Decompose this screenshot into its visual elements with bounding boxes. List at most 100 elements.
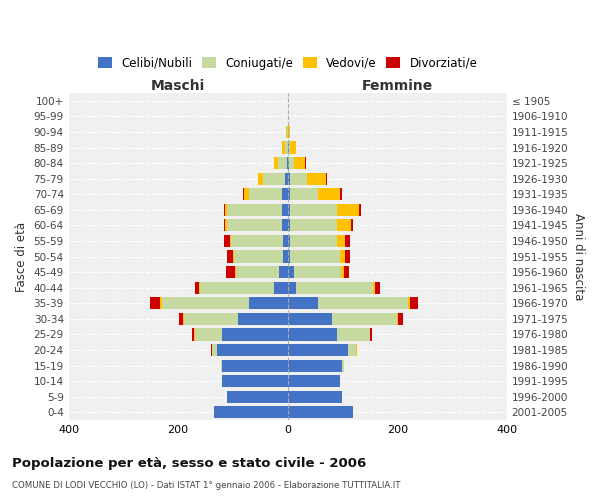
Bar [193,328,194,340]
Bar [234,250,283,262]
Bar [287,220,290,232]
Bar [160,297,162,310]
Bar [282,204,287,216]
Bar [398,313,403,325]
Bar [287,250,290,262]
Bar [290,172,307,185]
Bar [331,313,397,325]
Bar [222,375,287,388]
Bar [222,328,287,340]
Bar [274,157,278,169]
Bar [296,282,373,294]
Bar [287,282,296,294]
Bar [345,250,350,262]
Bar [179,313,183,325]
Bar [287,157,289,169]
Bar [199,282,200,294]
Bar [287,204,290,216]
Bar [285,172,287,185]
Text: Femmine: Femmine [362,79,433,93]
Bar [283,235,287,247]
Bar [222,360,287,372]
Bar [282,188,287,200]
Bar [194,328,222,340]
Bar [287,406,353,418]
Bar [227,250,233,262]
Bar [375,282,380,294]
Bar [294,157,305,169]
Bar [290,250,340,262]
Bar [235,266,236,278]
Bar [289,142,290,154]
Bar [287,142,289,154]
Bar [290,188,318,200]
Bar [370,328,372,340]
Bar [340,250,345,262]
Bar [230,235,231,247]
Bar [225,204,227,216]
Y-axis label: Fasce di età: Fasce di età [15,222,28,292]
Bar [221,360,222,372]
Bar [227,220,282,232]
Bar [250,188,282,200]
Bar [287,235,290,247]
Bar [243,188,244,200]
Bar [212,344,217,356]
Bar [227,204,282,216]
Bar [227,390,287,403]
Bar [290,142,296,154]
Bar [288,126,290,138]
Bar [150,297,160,310]
Bar [318,297,408,310]
Bar [290,220,337,232]
Bar [337,235,345,247]
Y-axis label: Anni di nascita: Anni di nascita [572,213,585,300]
Bar [214,406,287,418]
Text: Popolazione per età, sesso e stato civile - 2006: Popolazione per età, sesso e stato civil… [12,458,366,470]
Bar [289,157,294,169]
Bar [238,313,287,325]
Bar [287,344,348,356]
Text: COMUNE DI LODI VECCHIO (LO) - Dati ISTAT 1° gennaio 2006 - Elaborazione TUTTITAL: COMUNE DI LODI VECCHIO (LO) - Dati ISTAT… [12,481,401,490]
Bar [410,297,418,310]
Bar [290,204,337,216]
Bar [162,297,250,310]
Text: Maschi: Maschi [151,79,205,93]
Bar [287,328,337,340]
Bar [194,282,199,294]
Bar [278,157,287,169]
Bar [340,188,343,200]
Bar [224,235,230,247]
Bar [257,172,263,185]
Legend: Celibi/Nubili, Coniugati/e, Vedovi/e, Divorziati/e: Celibi/Nubili, Coniugati/e, Vedovi/e, Di… [94,53,481,73]
Bar [341,266,344,278]
Bar [225,220,227,232]
Bar [344,266,349,278]
Bar [217,344,287,356]
Bar [274,282,287,294]
Bar [359,204,361,216]
Bar [280,266,287,278]
Bar [318,188,340,200]
Bar [250,297,287,310]
Bar [345,235,350,247]
Bar [290,235,337,247]
Bar [200,282,274,294]
Bar [373,282,375,294]
Bar [397,313,398,325]
Bar [337,204,359,216]
Bar [343,360,344,372]
Bar [287,172,290,185]
Bar [282,142,285,154]
Bar [184,313,238,325]
Bar [287,375,340,388]
Bar [287,390,343,403]
Bar [287,313,331,325]
Bar [283,250,287,262]
Bar [226,266,235,278]
Bar [244,188,250,200]
Bar [348,344,356,356]
Bar [224,220,225,232]
Bar [282,220,287,232]
Bar [287,266,294,278]
